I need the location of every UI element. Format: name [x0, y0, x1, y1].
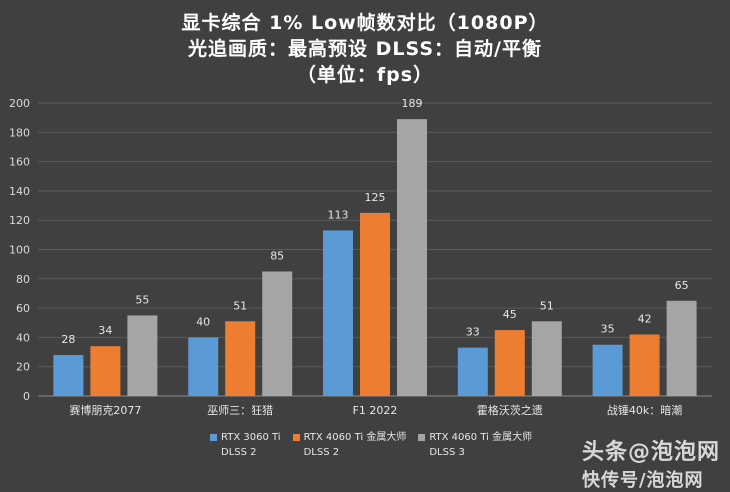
legend-item-series-1: RTX 3060 Ti DLSS 2 [210, 430, 281, 466]
y-tick-label-160: 160 [9, 156, 30, 169]
y-tick-label-0: 0 [23, 390, 30, 403]
data-label-3-2: 85 [270, 249, 284, 262]
legend-item-series-3: RTX 4060 Ti 金属大师 DLSS 3 [418, 430, 532, 466]
bar-3-5 [666, 300, 697, 396]
bar-3-3 [397, 119, 427, 397]
data-label-2-4: 45 [503, 308, 517, 321]
x-tick-label-4: 霍格沃茨之遗 [477, 403, 543, 417]
chart-container: 显卡综合 1% Low帧数对比（1080P） 光追画质：最高预设 DLSS：自动… [9, 12, 719, 491]
data-label-2-2: 51 [233, 299, 247, 312]
y-tick-label-40: 40 [16, 331, 30, 344]
legend-label-series-2-line-1: RTX 4060 Ti 金属大师 [303, 432, 407, 443]
x-tick-label-1: 赛博朋克2077 [69, 403, 141, 417]
y-tick-label-80: 80 [16, 273, 30, 286]
data-label-1-1: 28 [61, 333, 75, 346]
data-label-3-1: 55 [135, 293, 149, 306]
x-tick-label-3: F1 2022 [353, 404, 398, 417]
y-tick-label-120: 120 [9, 214, 30, 227]
bar-3-1 [127, 315, 158, 396]
bar-1-1 [53, 354, 84, 396]
data-label-1-4: 33 [466, 326, 480, 339]
legend-swatch-series-3 [418, 434, 426, 441]
bar-1-5 [592, 344, 623, 396]
data-label-1-5: 35 [601, 323, 615, 336]
bar-2-3 [360, 212, 390, 396]
data-label-3-3: 189 [402, 97, 423, 110]
data-label-3-5: 65 [675, 279, 689, 292]
data-label-2-5: 42 [638, 312, 652, 325]
watermark: 头条@泡泡网 快传号/泡泡网 [582, 434, 720, 492]
bar-3-2 [262, 271, 293, 396]
legend-label-series-1-line-2: DLSS 2 [221, 447, 257, 458]
y-tick-label-200: 200 [9, 97, 30, 110]
y-tick-label-60: 60 [16, 302, 30, 315]
data-label-3-4: 51 [540, 299, 554, 312]
data-label-2-1: 34 [98, 324, 112, 337]
legend-label-series-3-line-1: RTX 4060 Ti 金属大师 [429, 432, 533, 443]
chart-title-line-1: 显卡综合 1% Low帧数对比（1080P） [181, 12, 549, 34]
bar-1-4 [457, 347, 488, 396]
legend-item-series-2: RTX 4060 Ti 金属大师 DLSS 2 [292, 430, 407, 466]
legend-swatch-series-1 [210, 434, 217, 441]
data-label-2-3: 125 [365, 191, 386, 204]
data-label-1-3: 113 [328, 208, 349, 221]
legend-label-series-1-line-1: RTX 3060 Ti [221, 432, 281, 443]
y-tick-label-20: 20 [16, 361, 30, 374]
bar-1-2 [188, 337, 219, 396]
bar-2-5 [629, 334, 660, 396]
legend-label-series-3-line-2: DLSS 3 [429, 447, 465, 458]
y-tick-label-100: 100 [9, 244, 30, 257]
bar-1-3 [323, 230, 353, 396]
bar-chart-plot: 0 20 40 60 80 100 120 140 160 180 200 28 34 55 赛博朋克207… [9, 97, 712, 417]
x-tick-label-5: 战锤40k：暗潮 [607, 403, 682, 417]
bar-3-4 [531, 321, 562, 396]
y-tick-label-140: 140 [9, 185, 30, 198]
chart-legend: RTX 3060 Ti DLSS 2 RTX 4060 Ti 金属大师 DLSS… [210, 430, 532, 466]
bar-2-2 [225, 321, 256, 396]
chart-title-line-2: 光追画质：最高预设 DLSS：自动/平衡 [188, 38, 542, 60]
legend-label-series-2-line-2: DLSS 2 [303, 447, 340, 458]
legend-swatch-series-2 [292, 434, 300, 441]
y-tick-label-180: 180 [9, 126, 30, 139]
chart-title-line-3: （单位：fps） [296, 64, 434, 86]
bar-2-4 [494, 330, 525, 396]
x-tick-label-2: 巫师三：狂猎 [207, 403, 273, 417]
bar-2-1 [90, 346, 121, 396]
watermark-line-1: 头条@泡泡网 [581, 440, 720, 465]
data-label-1-2: 40 [196, 315, 210, 328]
